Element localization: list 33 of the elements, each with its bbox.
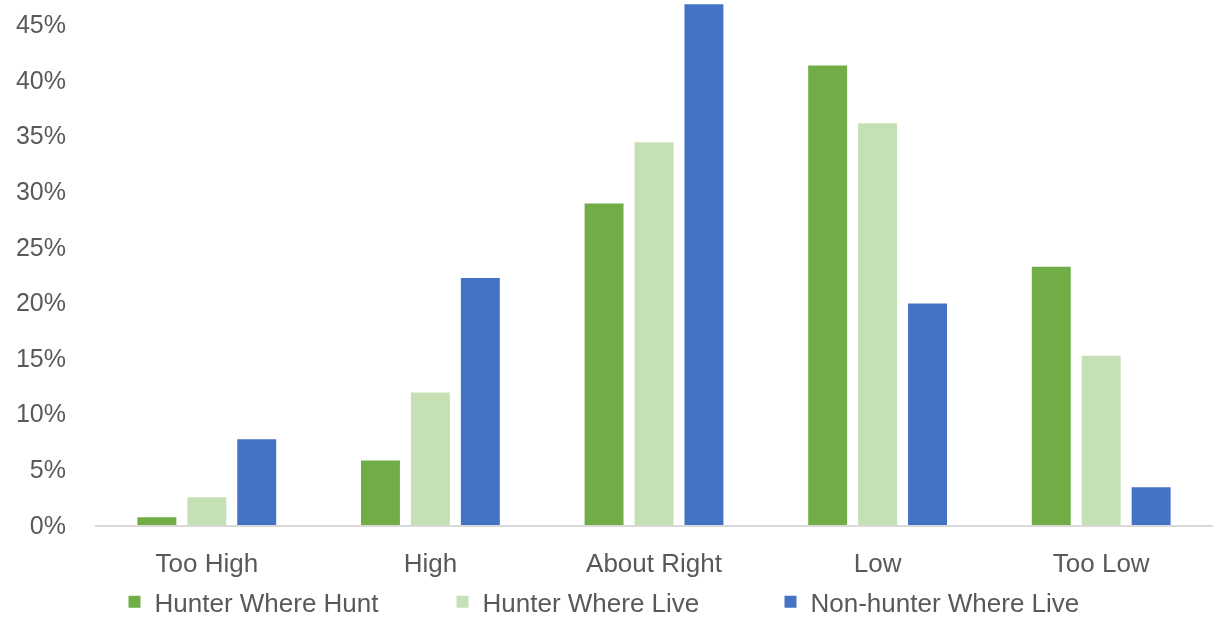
y-tick-label: 10%: [15, 399, 66, 428]
x-tick-label: Too Low: [1052, 548, 1150, 579]
x-tick-label: Too High: [155, 548, 259, 579]
y-tick-label: 25%: [15, 232, 66, 261]
bar: [808, 65, 848, 525]
y-tick-label: 45%: [15, 10, 66, 39]
bar: [1031, 266, 1071, 525]
bar: [908, 303, 948, 525]
y-tick-label: 35%: [15, 121, 66, 150]
bar: [634, 142, 674, 525]
bar: [237, 439, 277, 525]
y-tick-label: 15%: [15, 343, 66, 372]
y-tick-label: 0%: [29, 510, 66, 539]
y-tick-label: 40%: [15, 65, 66, 94]
bar: [584, 203, 624, 525]
bar: [684, 4, 724, 525]
legend-label: Non-hunter Where Live: [810, 587, 1080, 618]
bar: [460, 277, 500, 525]
y-tick-label: 30%: [15, 176, 66, 205]
bar: [1131, 487, 1171, 525]
bar: [187, 497, 227, 525]
bar: [858, 123, 898, 525]
legend-label: Hunter Where Live: [482, 587, 700, 618]
x-tick-label: About Right: [586, 548, 723, 579]
bar: [1081, 355, 1121, 525]
x-tick-label: Low: [853, 548, 902, 579]
y-tick-label: 5%: [29, 455, 66, 484]
legend-label: Hunter Where Hunt: [154, 587, 380, 618]
y-tick-label: 20%: [15, 288, 66, 317]
bar: [137, 517, 177, 525]
x-tick-label: High: [403, 548, 458, 579]
bar: [360, 460, 400, 525]
bar: [410, 392, 450, 525]
